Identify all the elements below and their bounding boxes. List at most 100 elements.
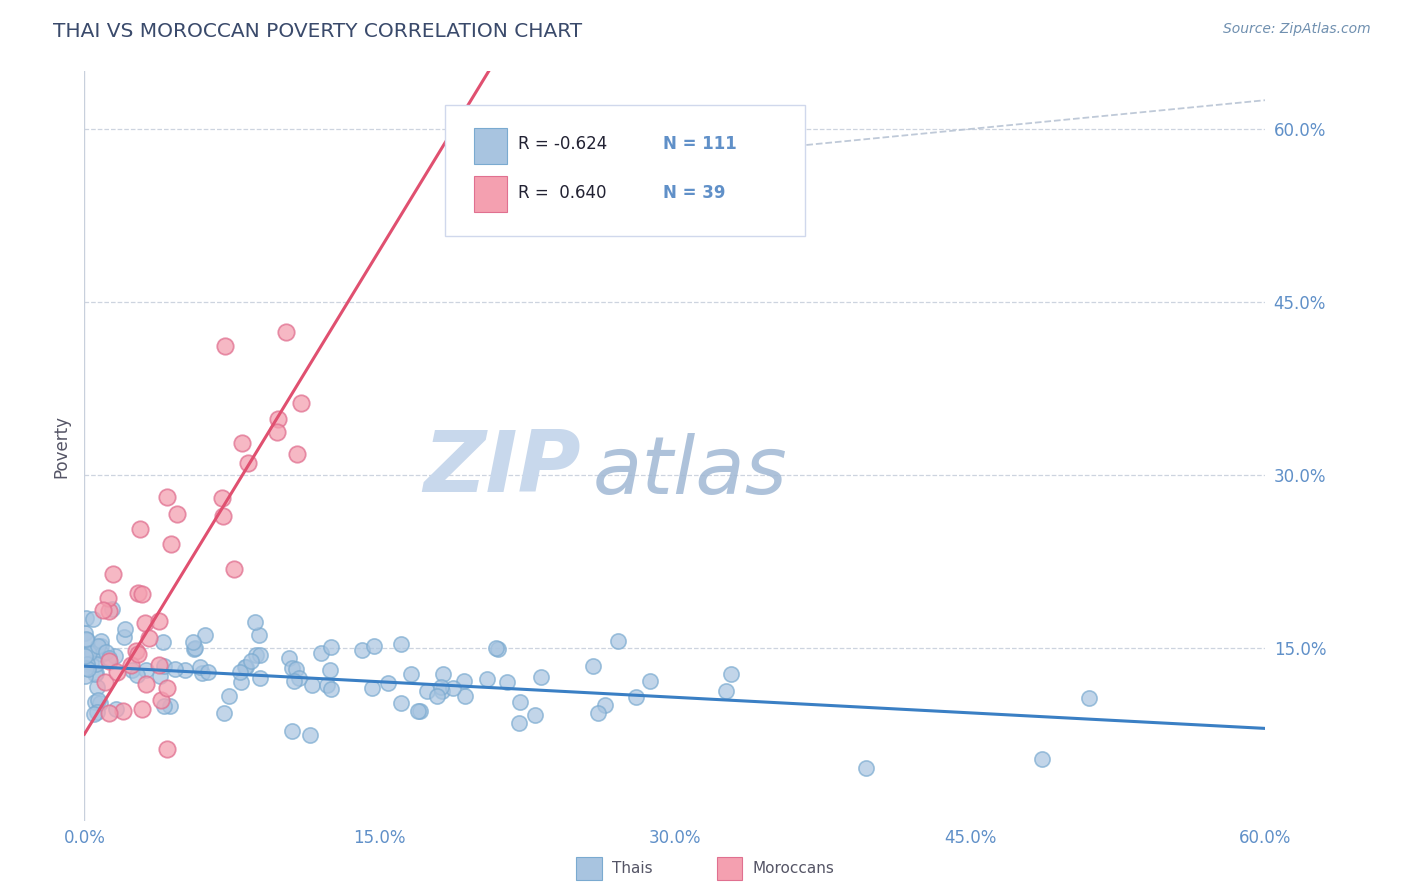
Point <box>90 634 112 648</box>
Point <box>716 684 738 698</box>
Bar <box>474 128 508 163</box>
Point <box>235 660 257 674</box>
Point <box>97 604 120 618</box>
Point <box>84 665 107 680</box>
Point <box>127 585 149 599</box>
Point <box>683 214 706 228</box>
Point <box>249 648 271 663</box>
Point <box>430 683 453 698</box>
Point <box>104 649 127 664</box>
Point <box>318 663 340 677</box>
Point <box>247 628 270 642</box>
Point <box>453 673 475 688</box>
Point <box>104 702 127 716</box>
Point <box>101 601 124 615</box>
Point <box>75 661 97 675</box>
Point <box>120 658 142 673</box>
Point <box>430 680 453 694</box>
Point <box>112 630 135 644</box>
Point <box>160 537 183 551</box>
Text: atlas: atlas <box>592 434 787 511</box>
Point <box>389 637 412 651</box>
Point <box>197 665 219 679</box>
Point <box>173 664 195 678</box>
Text: Thais: Thais <box>612 862 652 876</box>
Point <box>508 715 530 730</box>
Point <box>77 662 100 676</box>
Point <box>111 704 134 718</box>
Point <box>401 666 423 681</box>
Point <box>97 706 120 720</box>
Point <box>276 325 298 339</box>
Point <box>284 662 307 676</box>
Point <box>495 675 517 690</box>
Point <box>153 698 176 713</box>
Point <box>90 648 112 662</box>
Point <box>486 642 509 657</box>
Point <box>288 671 311 685</box>
Point <box>266 425 288 439</box>
Point <box>1077 690 1099 705</box>
Point <box>125 644 148 658</box>
Point <box>150 693 173 707</box>
Text: N = 111: N = 111 <box>664 135 737 153</box>
Point <box>86 657 108 671</box>
Point <box>148 658 170 673</box>
Point <box>163 662 186 676</box>
Y-axis label: Poverty: Poverty <box>52 415 70 477</box>
Point <box>415 684 437 698</box>
Point <box>626 690 648 704</box>
Point <box>855 761 877 775</box>
Text: THAI VS MOROCCAN POVERTY CORRELATION CHART: THAI VS MOROCCAN POVERTY CORRELATION CHA… <box>53 22 582 41</box>
Point <box>97 650 120 665</box>
Point <box>114 622 136 636</box>
Point <box>87 639 110 653</box>
Point <box>156 741 179 756</box>
Point <box>509 695 531 709</box>
Point <box>245 648 267 663</box>
Point <box>233 660 256 674</box>
FancyBboxPatch shape <box>444 105 804 236</box>
Point <box>290 395 312 409</box>
Point <box>97 654 120 668</box>
Point <box>606 634 628 648</box>
Point <box>191 666 214 681</box>
Point <box>454 689 477 703</box>
Point <box>299 728 322 742</box>
Point <box>1031 752 1053 766</box>
Point <box>229 665 252 679</box>
Point <box>281 661 304 675</box>
Point <box>125 668 148 682</box>
Point <box>485 640 508 655</box>
Point <box>166 507 188 521</box>
Text: Moroccans: Moroccans <box>752 862 834 876</box>
Point <box>127 647 149 661</box>
Point <box>389 696 412 710</box>
Point <box>79 646 101 660</box>
Point <box>152 635 174 649</box>
Point <box>75 648 97 663</box>
Point <box>105 665 128 680</box>
Point <box>363 640 385 654</box>
Point <box>184 641 207 656</box>
Point <box>530 670 553 684</box>
Text: R =  0.640: R = 0.640 <box>517 185 606 202</box>
Point <box>239 654 262 668</box>
Point <box>586 706 609 720</box>
Point <box>315 678 337 692</box>
Point <box>249 671 271 685</box>
Point <box>283 673 305 688</box>
Point <box>94 645 117 659</box>
Point <box>103 567 125 582</box>
Point <box>135 663 157 677</box>
Point <box>301 678 323 692</box>
Point <box>309 646 332 660</box>
Point <box>211 491 233 505</box>
Text: Source: ZipAtlas.com: Source: ZipAtlas.com <box>1223 22 1371 37</box>
Point <box>277 651 299 665</box>
Point <box>224 562 246 576</box>
Point <box>159 699 181 714</box>
Point <box>408 704 430 718</box>
Point <box>135 677 157 691</box>
Point <box>153 659 176 673</box>
